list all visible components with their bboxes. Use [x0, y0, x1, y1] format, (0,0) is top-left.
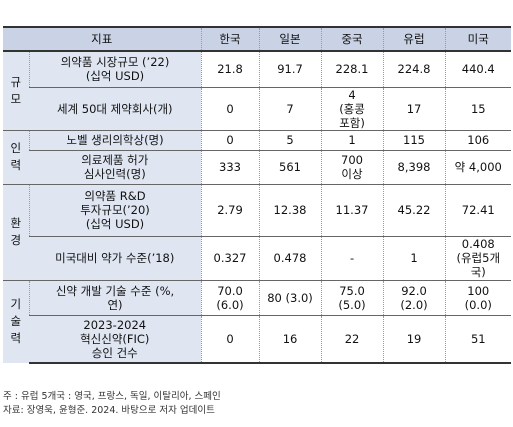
value-cell: 80 (3.0) — [258, 279, 322, 315]
value-cell: 5 — [258, 129, 322, 150]
value-cell: 561 — [258, 149, 322, 184]
value-cell: 75.0 (5.0) — [320, 279, 384, 315]
value-cell: 70.0 (6.0) — [200, 279, 260, 315]
note-line: 주 : 유럽 5개국 : 영국, 프랑스, 독일, 이탈리아, 스페인 — [3, 391, 221, 402]
value-cell: 100 (0.0) — [444, 279, 512, 315]
value-cell: 106 — [444, 129, 512, 150]
value-cell: - — [320, 235, 384, 280]
header-korea: 한국 — [200, 26, 260, 52]
value-cell: 0 — [200, 314, 260, 364]
value-cell: 0 — [200, 129, 260, 150]
value-cell: 51 — [444, 314, 512, 364]
source-line: 자료: 장영욱, 윤형준. 2024. 바탕으로 저자 업데이트 — [3, 405, 215, 416]
value-cell: 19 — [382, 314, 446, 364]
row-label: 미국대비 약가 수준(’18) — [29, 235, 202, 280]
value-cell: 약 4,000 — [444, 149, 512, 184]
value-cell: 8,398 — [382, 149, 446, 184]
value-cell: 15 — [444, 86, 512, 130]
value-cell: 0.478 — [258, 235, 322, 280]
header-china: 중국 — [320, 26, 384, 52]
value-cell: 0.327 — [200, 235, 260, 280]
table-row: 의료제품 허가 심사인력(명) 333 561 700 이상 8,398 약 4,000 — [3, 149, 512, 184]
table-notes: 주 : 유럽 5개국 : 영국, 프랑스, 독일, 이탈리아, 스페인 자료: … — [3, 390, 221, 418]
value-cell: 17 — [382, 86, 446, 130]
header-japan: 일본 — [258, 26, 322, 52]
table-row: 세계 50대 제약회사(개) 0 7 4 (홍콩 포함) 17 15 — [3, 86, 512, 130]
row-label: 세계 50대 제약회사(개) — [29, 86, 202, 130]
value-cell: 0 — [200, 86, 260, 130]
value-cell: 1 — [382, 235, 446, 280]
value-cell: 228.1 — [320, 50, 384, 87]
value-cell: 440.4 — [444, 50, 512, 87]
value-cell: 22 — [320, 314, 384, 364]
header-europe: 유럽 — [382, 26, 446, 52]
row-label: 의료제품 허가 심사인력(명) — [29, 149, 202, 184]
row-label: 의약품 R&D 투자규모(’20) (십억 USD) — [28, 183, 202, 236]
row-label: 의약품 시장규모 (’22) (십억 USD) — [28, 50, 202, 87]
header-usa: 미국 — [444, 26, 512, 52]
value-cell: 0.408 (유럽5개 국) — [444, 235, 512, 280]
value-cell: 700 이상 — [320, 149, 384, 184]
value-cell: 4 (홍콩 포함) — [320, 86, 384, 130]
table-row: 2023-2024 혁신신약(FIC) 승인 건수 0 16 22 19 51 — [3, 314, 512, 364]
value-cell: 12.38 — [258, 183, 322, 236]
row-label: 신약 개발 기술 수준 (%, 연) — [28, 279, 202, 315]
value-cell: 11.37 — [320, 183, 384, 236]
row-label: 2023-2024 혁신신약(FIC) 승인 건수 — [29, 314, 202, 364]
table-row: 미국대비 약가 수준(’18) 0.327 0.478-1 0.408 (유럽5개 국) — [3, 235, 512, 280]
value-cell: 16 — [258, 314, 322, 364]
value-cell: 1 — [320, 129, 384, 150]
value-cell: 21.8 — [200, 50, 260, 87]
value-cell: 7 — [258, 86, 322, 130]
header-row: 지표 한국 일본 중국 유럽 미국 — [3, 26, 512, 52]
value-cell: 72.41 — [444, 183, 512, 236]
row-label: 노벨 생리의학상(명) — [28, 129, 202, 150]
value-cell: 45.22 — [382, 183, 446, 236]
value-cell: 91.7 — [258, 50, 322, 87]
value-cell: 115 — [382, 129, 446, 150]
value-cell: 333 — [200, 149, 260, 184]
value-cell: 2.79 — [200, 183, 260, 236]
value-cell: 92.0 (2.0) — [382, 279, 446, 315]
header-indicator: 지표 — [3, 26, 202, 52]
value-cell: 224.8 — [382, 50, 446, 87]
